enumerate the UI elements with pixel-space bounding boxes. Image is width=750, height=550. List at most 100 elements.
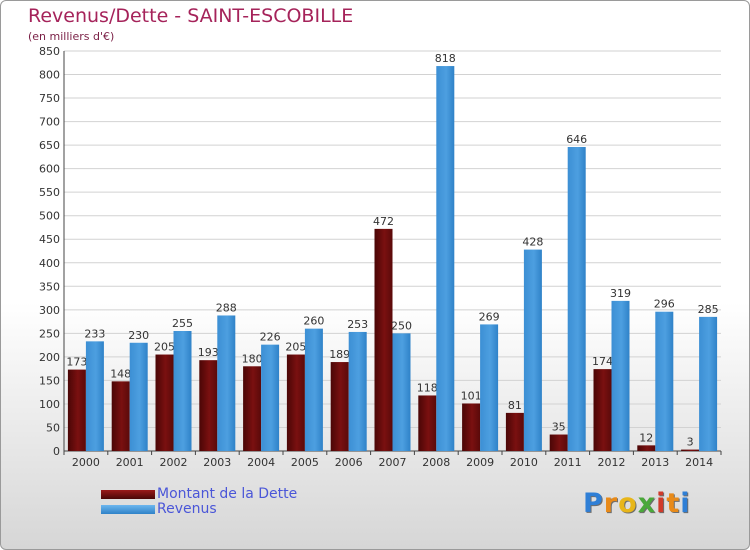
data-label-revenus: 428	[522, 236, 543, 249]
data-label-dette: 12	[639, 431, 653, 444]
data-label-dette: 81	[508, 399, 522, 412]
bar-dette	[418, 395, 437, 451]
bar-revenus	[85, 341, 104, 451]
y-tick-label: 500	[39, 210, 60, 223]
data-label-revenus: 285	[698, 303, 719, 316]
bar-revenus	[173, 331, 192, 451]
data-label-revenus: 233	[84, 327, 105, 340]
y-tick-label: 650	[39, 139, 60, 152]
x-tick-label: 2004	[247, 456, 275, 469]
bar-dette	[67, 369, 86, 451]
data-label-dette: 174	[592, 355, 613, 368]
bar-dette	[111, 381, 130, 451]
x-tick-label: 2009	[466, 456, 494, 469]
y-tick-label: 250	[39, 327, 60, 340]
chart-title: Revenus/Dette - SAINT-ESCOBILLE	[28, 5, 354, 27]
data-label-dette: 173	[66, 356, 87, 369]
logo-letter: x	[637, 488, 657, 519]
bar-dette	[681, 449, 700, 451]
bar-dette	[593, 369, 612, 451]
y-tick-label: 700	[39, 116, 60, 129]
data-label-revenus: 296	[654, 298, 675, 311]
bar-dette	[462, 403, 481, 451]
data-label-revenus: 226	[260, 331, 281, 344]
y-tick-label: 600	[39, 163, 60, 176]
y-tick-label: 200	[39, 351, 60, 364]
data-label-dette: 118	[417, 381, 438, 394]
bar-dette	[505, 412, 524, 451]
bar-dette	[637, 445, 656, 451]
bar-revenus	[129, 342, 148, 451]
y-tick-label: 100	[39, 398, 60, 411]
bar-dette	[243, 366, 262, 451]
data-label-revenus: 269	[479, 310, 500, 323]
bar-dette	[286, 354, 305, 451]
legend-swatch-revenus	[101, 505, 155, 514]
y-tick-label: 150	[39, 374, 60, 387]
data-label-revenus: 818	[435, 52, 456, 65]
y-tick-label: 450	[39, 233, 60, 246]
x-tick-label: 2007	[379, 456, 407, 469]
bar-revenus	[217, 315, 236, 451]
logo-letter: t	[666, 488, 681, 519]
legend-label-revenus: Revenus	[157, 501, 217, 517]
x-tick-label: 2014	[685, 456, 713, 469]
bar-revenus	[655, 311, 674, 451]
y-tick-label: 50	[46, 421, 60, 434]
bar-revenus	[611, 300, 630, 451]
chart-subtitle: (en milliers d'€)	[28, 30, 115, 43]
x-tick-label: 2005	[291, 456, 319, 469]
logo-letter: r	[603, 488, 619, 519]
x-tick-label: 2000	[72, 456, 100, 469]
y-tick-label: 300	[39, 304, 60, 317]
logo-letter: i	[680, 488, 691, 519]
bar-dette	[549, 434, 568, 451]
bar-dette	[155, 354, 174, 451]
logo-letter: P	[583, 488, 604, 519]
x-tick-label: 2011	[554, 456, 582, 469]
data-label-dette: 35	[552, 421, 566, 434]
x-tick-label: 2012	[598, 456, 626, 469]
bar-revenus	[261, 344, 280, 451]
x-tick-label: 2003	[203, 456, 231, 469]
y-tick-label: 750	[39, 92, 60, 105]
data-label-dette: 193	[198, 346, 219, 359]
logo-letter: i	[656, 488, 667, 519]
x-tick-label: 2013	[641, 456, 669, 469]
data-label-revenus: 250	[391, 319, 412, 332]
data-label-revenus: 260	[303, 315, 324, 328]
data-label-dette: 180	[242, 352, 263, 365]
data-label-dette: 148	[110, 367, 131, 380]
data-label-revenus: 253	[347, 318, 368, 331]
x-tick-label: 2002	[160, 456, 188, 469]
bar-revenus	[699, 316, 718, 451]
y-tick-label: 400	[39, 257, 60, 270]
bar-revenus	[392, 333, 411, 451]
proxiti-logo: Proxiti	[583, 488, 691, 519]
bar-dette	[330, 362, 349, 451]
bar-revenus	[567, 147, 586, 451]
data-label-dette: 189	[329, 348, 350, 361]
data-label-revenus: 288	[216, 301, 237, 314]
bar-dette	[374, 228, 393, 451]
bar-revenus	[304, 328, 323, 451]
y-tick-label: 350	[39, 280, 60, 293]
bar-revenus	[348, 331, 367, 451]
legend-label-dette: Montant de la Dette	[157, 486, 298, 502]
y-tick-label: 550	[39, 186, 60, 199]
logo-letter: o	[618, 488, 638, 519]
x-tick-label: 2001	[116, 456, 144, 469]
data-label-revenus: 646	[566, 133, 587, 146]
data-label-dette: 101	[461, 389, 482, 402]
x-tick-label: 2006	[335, 456, 363, 469]
y-tick-label: 800	[39, 69, 60, 82]
bar-revenus	[436, 66, 455, 451]
data-label-dette: 3	[687, 436, 694, 449]
data-label-revenus: 255	[172, 317, 193, 330]
y-tick-label: 0	[53, 445, 60, 458]
x-tick-label: 2008	[422, 456, 450, 469]
bar-revenus	[480, 324, 499, 451]
bar-dette	[199, 360, 218, 451]
